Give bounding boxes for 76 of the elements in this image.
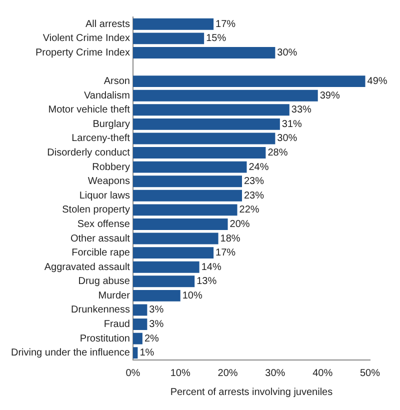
bar [132, 318, 148, 330]
bar [132, 290, 180, 302]
bar [132, 261, 200, 273]
y-tick-label: Fraud [104, 319, 130, 330]
data-label: 49% [367, 76, 388, 88]
y-tick-label: Stolen property [62, 204, 130, 216]
x-tick-label: 40% [312, 368, 333, 379]
x-tick-label: 30% [265, 368, 286, 379]
y-tick-label: Drug abuse [78, 276, 130, 288]
data-label: 33% [291, 104, 312, 116]
bar [132, 118, 280, 130]
data-label: 17% [216, 18, 236, 30]
bar [132, 304, 148, 316]
bar [132, 161, 247, 173]
data-label: 14% [201, 262, 222, 273]
bar [132, 76, 366, 88]
data-label: 22% [239, 204, 260, 216]
data-label: 15% [206, 33, 226, 44]
y-tick-label: Robbery [92, 162, 130, 173]
bar [132, 218, 228, 230]
y-tick-label: Aggravated assault [44, 262, 130, 273]
x-tick-label: 0% [126, 368, 140, 379]
y-tick-label: Vandalism [84, 90, 130, 102]
bar [132, 32, 204, 44]
data-label: 23% [244, 190, 264, 202]
data-label: 30% [277, 133, 298, 144]
data-label: 18% [220, 233, 240, 244]
bar [132, 104, 290, 116]
bar [132, 18, 214, 30]
x-tick-label: 20% [218, 368, 238, 379]
y-tick-label: Liquor laws [79, 190, 130, 202]
data-label: 23% [244, 176, 264, 188]
y-tick-label: Murder [98, 290, 131, 302]
bar [132, 276, 195, 288]
y-tick-label: Property Crime Index [35, 47, 130, 58]
y-tick-label: Arson [104, 76, 130, 88]
data-label: 31% [282, 118, 302, 130]
y-tick-label: Larceny-theft [72, 133, 130, 144]
bar [132, 347, 138, 359]
y-tick-label: Weapons [88, 176, 130, 188]
y-tick-label: Motor vehicle theft [48, 104, 130, 116]
y-tick-label: Sex offense [77, 218, 130, 230]
x-axis-title: Percent of arrests involving juveniles [170, 386, 333, 398]
data-label: 24% [248, 162, 269, 173]
data-label: 28% [268, 148, 288, 159]
data-label: 17% [216, 248, 236, 259]
y-tick-label: Burglary [92, 118, 130, 130]
bar [132, 190, 242, 202]
y-tick-label: All arrests [86, 18, 130, 30]
bar [132, 47, 276, 58]
data-label: 30% [277, 47, 298, 58]
bar [132, 204, 238, 216]
y-tick-label: Drunkenness [71, 304, 130, 316]
data-label: 3% [149, 319, 164, 330]
data-label: 20% [230, 218, 250, 230]
data-label: 3% [149, 304, 164, 316]
data-label: 10% [182, 290, 202, 302]
data-label: 1% [140, 348, 154, 359]
y-tick-label: Forcible rape [72, 248, 130, 259]
bar [132, 232, 218, 244]
data-label: 13% [196, 276, 217, 288]
bar [132, 332, 142, 344]
bar [132, 90, 318, 102]
y-tick-label: Disorderly conduct [47, 148, 130, 159]
x-tick-label: 10% [170, 368, 190, 379]
bar [132, 147, 266, 158]
y-tick-label: Violent Crime Index [42, 33, 130, 44]
y-tick-label: Other assault [70, 233, 130, 244]
bar [132, 247, 214, 259]
data-label: 39% [320, 90, 340, 102]
x-tick-label: 50% [360, 368, 380, 379]
data-label: 2% [144, 333, 160, 344]
bar [132, 132, 276, 144]
y-tick-label: Prostitution [80, 333, 130, 344]
y-tick-label: Driving under the influence [10, 348, 130, 359]
bar [132, 176, 242, 188]
